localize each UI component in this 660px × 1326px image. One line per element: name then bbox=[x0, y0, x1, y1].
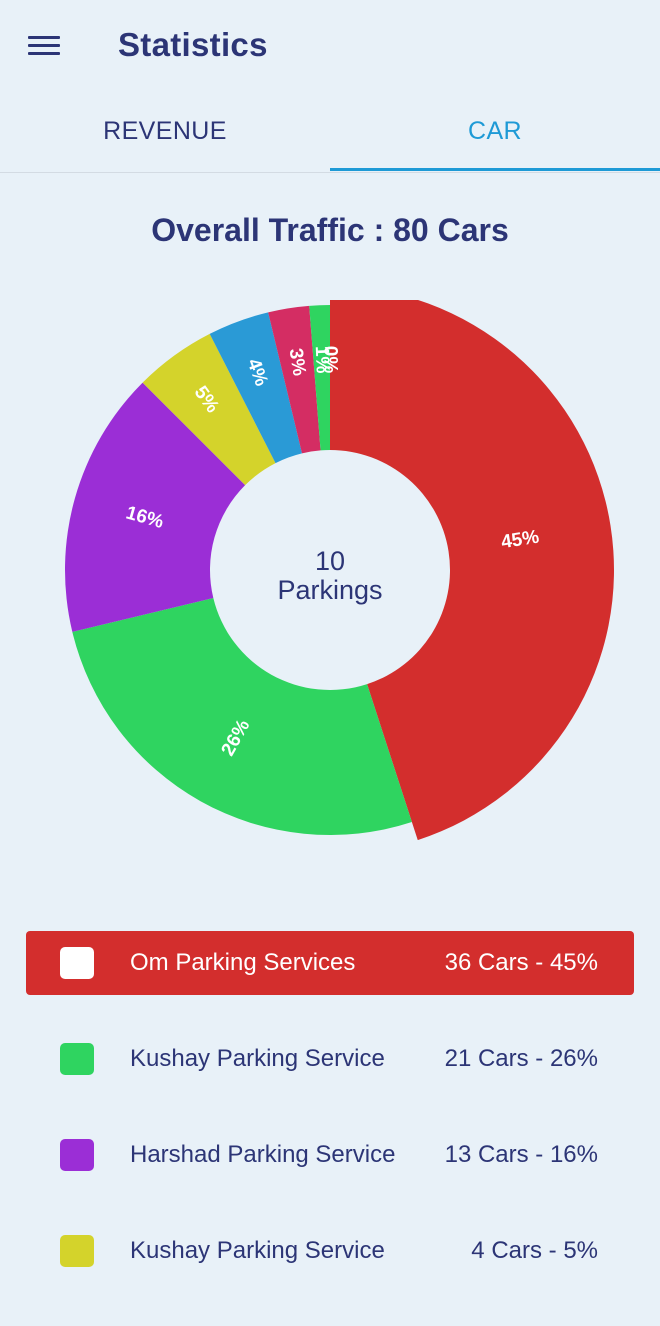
legend-value: 21 Cars - 26% bbox=[444, 1045, 598, 1072]
donut-slice[interactable] bbox=[142, 333, 276, 486]
legend-swatch bbox=[60, 947, 94, 979]
legend-swatch bbox=[60, 1235, 94, 1267]
legend-item-kushay-2[interactable]: Kushay Parking Service 4 Cars - 5% bbox=[26, 1219, 634, 1283]
slice-label: 1% bbox=[311, 346, 333, 374]
donut-slice[interactable] bbox=[268, 305, 321, 454]
slice-label: 0% bbox=[320, 346, 341, 374]
donut-slice[interactable] bbox=[309, 305, 330, 451]
tab-active-indicator bbox=[330, 168, 660, 171]
tab-bar: REVENUE CAR bbox=[0, 92, 660, 173]
page-title: Statistics bbox=[118, 26, 268, 63]
donut-slices bbox=[64, 300, 614, 840]
legend-swatch bbox=[60, 1139, 94, 1171]
legend-swatch bbox=[60, 1043, 94, 1075]
center-count: 10 bbox=[315, 546, 345, 576]
donut-slice-labels: 45%26%16%5%4% 3% 1%0% bbox=[124, 346, 541, 760]
donut-slice[interactable] bbox=[209, 312, 302, 464]
legend-item-om[interactable]: Om Parking Services 36 Cars - 45% bbox=[26, 931, 634, 995]
legend-name: Kushay Parking Service bbox=[130, 1237, 385, 1264]
legend-value: 36 Cars - 45% bbox=[444, 949, 598, 976]
slice-label: 3% bbox=[285, 347, 310, 378]
legend-value: 13 Cars - 16% bbox=[444, 1141, 598, 1168]
donut-chart: 45%26%16%5%4% 3% 1%0% 10 Parkings bbox=[64, 300, 614, 840]
center-label: Parkings bbox=[277, 575, 382, 605]
app-bar: Statistics bbox=[0, 0, 660, 92]
hamburger-menu-icon[interactable] bbox=[28, 36, 62, 58]
donut-slice[interactable] bbox=[72, 598, 412, 835]
legend-list: Om Parking Services 36 Cars - 45% Kushay… bbox=[26, 931, 634, 1315]
legend-name: Harshad Parking Service bbox=[130, 1141, 396, 1168]
legend-value: 4 Cars - 5% bbox=[471, 1237, 598, 1264]
donut-slice[interactable] bbox=[330, 300, 614, 840]
legend-item-harshad[interactable]: Harshad Parking Service 13 Cars - 16% bbox=[26, 1123, 634, 1187]
donut-slice[interactable] bbox=[64, 382, 246, 632]
tab-car[interactable]: CAR bbox=[468, 116, 522, 145]
tab-revenue[interactable]: REVENUE bbox=[103, 116, 227, 145]
legend-item-kushay[interactable]: Kushay Parking Service 21 Cars - 26% bbox=[26, 1027, 634, 1091]
chart-title: Overall Traffic : 80 Cars bbox=[151, 212, 509, 248]
legend-name: Om Parking Services bbox=[130, 949, 356, 976]
legend-name: Kushay Parking Service bbox=[130, 1045, 385, 1072]
